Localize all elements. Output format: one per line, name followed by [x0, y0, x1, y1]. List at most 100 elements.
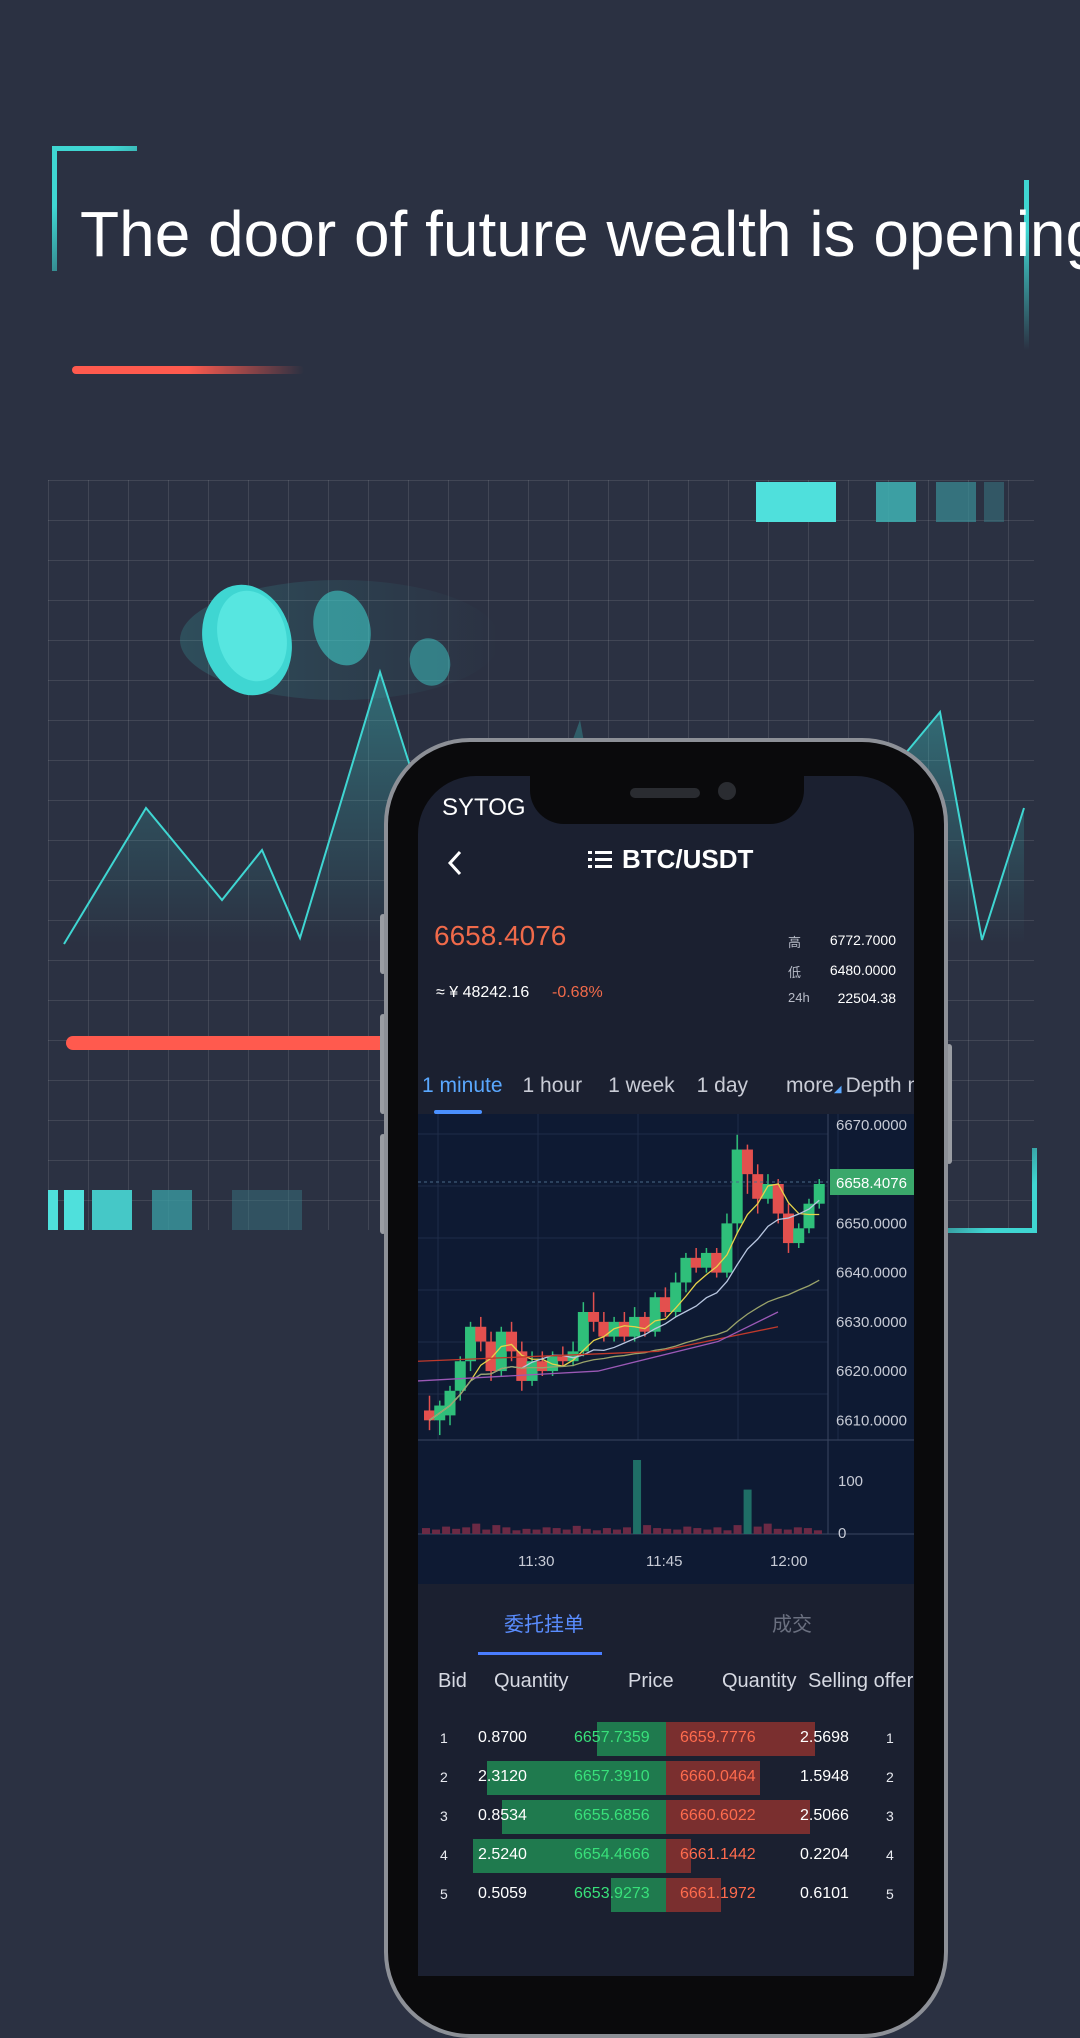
bid-quantity: 0.8700 — [478, 1729, 527, 1746]
phone-notch — [530, 776, 804, 824]
volume-bar — [482, 1529, 491, 1534]
kline-chart-svg: 6670.0000 6650.0000 6640.0000 6630.0000 6620… — [418, 1114, 914, 1584]
candle — [506, 1331, 518, 1352]
order-row[interactable]: 5 0.5059 6653.9273 6661.1972 0.6101 5 — [418, 1878, 914, 1912]
last-price: 6658.4076 — [434, 920, 567, 951]
phone-power-button — [946, 1044, 952, 1164]
price-axis-label: 6670.0000 — [836, 1117, 907, 1134]
app-name: SYTOG — [442, 794, 526, 821]
bid-depth-bar — [611, 1878, 666, 1912]
kline-chart[interactable]: 6670.0000 6650.0000 6640.0000 6630.0000 6620… — [418, 1114, 914, 1584]
tab-trades[interactable]: 成交 — [772, 1614, 812, 1636]
candle — [526, 1361, 538, 1381]
tab-1-week[interactable]: 1 week — [608, 1074, 675, 1097]
order-row[interactable]: 4 2.5240 6654.4666 6661.1442 0.2204 4 — [418, 1839, 914, 1873]
volume-bar — [572, 1525, 581, 1534]
corner-bracket-bottom-right — [948, 1148, 1037, 1233]
candle — [465, 1326, 477, 1362]
tab-1-minute[interactable]: 1 minute — [422, 1074, 503, 1097]
moving-average-line — [429, 1279, 820, 1421]
low-label: 低 — [788, 965, 802, 980]
bid-quantity: 2.3120 — [478, 1768, 527, 1785]
bid-depth-bar — [502, 1800, 666, 1834]
corner-bracket-right — [1024, 180, 1029, 350]
bid-index: 4 — [440, 1847, 448, 1863]
volume-bar — [743, 1489, 752, 1534]
candle — [659, 1297, 671, 1312]
phone-side-button — [380, 914, 386, 974]
corner-bracket-top-left — [52, 146, 137, 271]
price-axis-label: 6640.0000 — [836, 1265, 907, 1282]
header-quantity-right: Quantity — [722, 1670, 797, 1692]
volume-axis-label: 0 — [838, 1525, 846, 1542]
volume-bar — [502, 1527, 511, 1534]
candle — [454, 1361, 466, 1391]
price-axis-label: 6610.0000 — [836, 1412, 907, 1429]
candle — [731, 1149, 743, 1224]
volume-bar — [552, 1528, 561, 1534]
bid-depth-bar — [473, 1839, 666, 1873]
volume-value: 22504.38 — [837, 990, 896, 1006]
volume-bar — [442, 1526, 451, 1534]
pair-selector[interactable]: BTC/USDT — [588, 844, 753, 875]
order-row[interactable]: 3 0.8534 6655.6856 6660.6022 2.5066 3 — [418, 1800, 914, 1834]
ask-quantity: 1.5948 — [800, 1768, 849, 1785]
chevron-left-icon[interactable] — [440, 846, 470, 880]
volume-bar — [663, 1528, 672, 1534]
order-row[interactable]: 2 2.3120 6657.3910 6660.0464 1.5948 2 — [418, 1761, 914, 1795]
ask-index: 1 — [886, 1730, 894, 1746]
tab-depth-map[interactable]: Depth map — [845, 1074, 914, 1097]
volume-bar — [492, 1525, 501, 1534]
moving-average-line — [418, 1326, 779, 1362]
order-row[interactable]: 1 0.8700 6657.7359 6659.7776 2.5698 1 — [418, 1722, 914, 1756]
volume-bar — [522, 1528, 531, 1534]
ask-price: 6659.7776 — [680, 1729, 756, 1746]
volume-bar — [703, 1529, 712, 1534]
volume-bar — [422, 1528, 430, 1534]
volume-bar — [582, 1528, 591, 1534]
ask-depth-bar — [666, 1761, 760, 1795]
red-accent-line — [66, 1036, 396, 1050]
volume-bar — [723, 1530, 732, 1534]
volume-bar — [753, 1526, 762, 1534]
candle — [670, 1282, 682, 1312]
volume-bar — [532, 1529, 541, 1534]
tab-1-day[interactable]: 1 day — [696, 1074, 749, 1097]
active-tab-underline — [434, 1110, 482, 1114]
volume-bar — [612, 1529, 621, 1534]
bid-depth-bar — [597, 1722, 666, 1756]
bid-price: 6654.4666 — [574, 1846, 650, 1863]
price-axis-label: 6620.0000 — [836, 1363, 907, 1380]
volume-bar — [432, 1529, 441, 1534]
volume-bar — [512, 1530, 521, 1534]
volume-bar — [462, 1527, 471, 1534]
candle — [536, 1361, 548, 1372]
phone-speaker — [630, 788, 700, 798]
order-tabs: 委托挂单 成交 — [418, 1584, 914, 1656]
time-axis-label: 12:00 — [770, 1553, 808, 1570]
candle — [485, 1341, 497, 1372]
bid-price: 6653.9273 — [574, 1885, 650, 1902]
candle — [680, 1257, 692, 1283]
candle — [690, 1257, 702, 1268]
volume-bar — [773, 1528, 782, 1534]
moving-average-line — [429, 1183, 820, 1421]
interval-tabs: 1 minute 1 hour 1 week 1 day more◢ Depth… — [418, 1058, 914, 1114]
volume-bar — [673, 1529, 682, 1534]
time-axis-label: 11:30 — [518, 1553, 554, 1570]
bid-quantity: 0.5059 — [478, 1885, 527, 1902]
phone-side-button — [380, 1134, 386, 1234]
candle — [772, 1184, 784, 1214]
tab-open-orders[interactable]: 委托挂单 — [504, 1614, 584, 1636]
candle — [424, 1410, 435, 1421]
candle — [813, 1184, 825, 1204]
bid-index: 1 — [440, 1730, 448, 1746]
volume-bar — [733, 1525, 742, 1534]
ask-depth-bar — [666, 1722, 815, 1756]
tab-more[interactable]: more◢ — [786, 1074, 842, 1097]
candle — [588, 1312, 600, 1322]
price-axis-label: 6630.0000 — [836, 1314, 907, 1331]
tab-1-hour[interactable]: 1 hour — [522, 1074, 583, 1097]
candle — [741, 1149, 753, 1175]
ask-depth-bar — [666, 1839, 691, 1873]
